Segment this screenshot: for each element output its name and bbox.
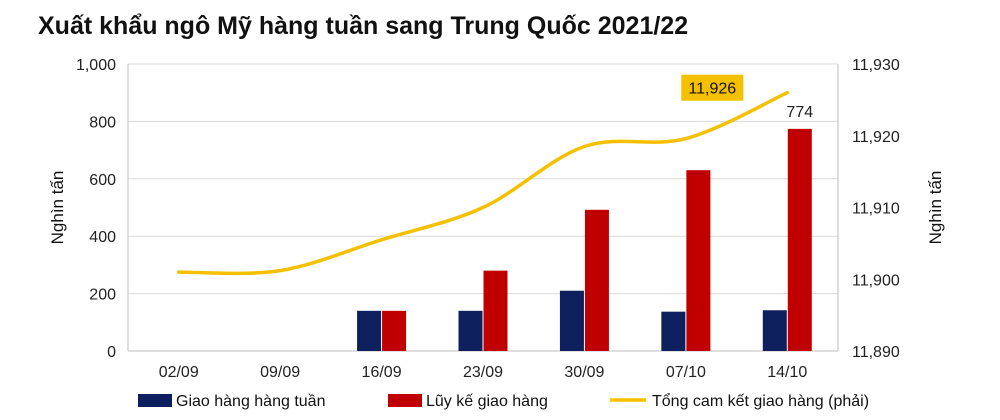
y-right-tick-label: 11,930 — [852, 57, 900, 74]
cumulative-bar — [483, 270, 508, 351]
y-left-tick-label: 200 — [89, 287, 116, 304]
weekly-bar — [762, 310, 787, 351]
x-tick-label: 07/10 — [666, 364, 706, 381]
x-tick-label: 30/09 — [564, 364, 604, 381]
y-left-tick-label: 1,000 — [76, 57, 116, 74]
y-left-tick-label: 600 — [89, 172, 116, 189]
y-left-tick-label: 800 — [89, 114, 116, 131]
legend-label: Lũy kế giao hàng — [426, 393, 548, 410]
x-tick-label: 14/10 — [767, 364, 807, 381]
weekly-bar — [559, 290, 584, 351]
line-value-badge — [681, 74, 744, 101]
y-left-tick-label: 0 — [107, 344, 116, 361]
x-tick-label: 02/09 — [159, 364, 199, 381]
y-left-axis-label: Nghìn tấn — [48, 171, 67, 245]
legend-swatch — [388, 394, 422, 407]
x-tick-label: 16/09 — [362, 364, 402, 381]
legend-label: Tổng cam kết giao hàng (phải) — [652, 392, 869, 410]
line-value-label: 11,926 — [688, 81, 736, 98]
y-right-tick-label: 11,890 — [852, 344, 900, 361]
cumulative-bar — [584, 209, 609, 351]
cumulative-bar — [787, 128, 812, 351]
y-left-tick-label: 400 — [89, 229, 116, 246]
cumulative-bar — [382, 310, 407, 351]
chart-title: Xuất khẩu ngô Mỹ hàng tuần sang Trung Qu… — [38, 12, 689, 40]
weekly-bar — [661, 311, 686, 351]
y-right-tick-label: 11,910 — [852, 201, 900, 218]
legend-swatch — [138, 394, 172, 407]
weekly-bar — [458, 310, 483, 351]
weekly-bar — [357, 310, 382, 351]
legend-label: Giao hàng hàng tuần — [176, 393, 325, 410]
x-tick-label: 09/09 — [260, 364, 300, 381]
y-right-tick-label: 11,920 — [852, 129, 900, 146]
y-right-tick-label: 11,900 — [852, 272, 900, 289]
x-tick-label: 23/09 — [463, 364, 503, 381]
bar-value-label: 774 — [786, 104, 813, 121]
cumulative-bar — [686, 170, 711, 351]
y-right-axis-label: Nghìn tấn — [926, 171, 945, 245]
commitment-line — [176, 90, 790, 276]
